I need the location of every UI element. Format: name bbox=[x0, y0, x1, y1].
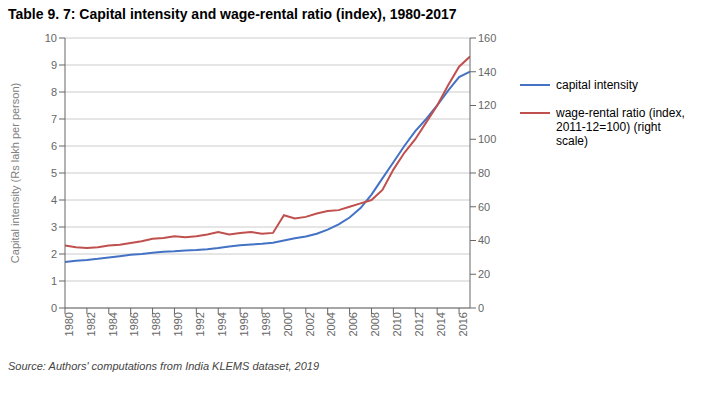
html-text:wage-rental ratio (index, 2011: wage-rental ratio (index, 2011-12=100) (… bbox=[556, 106, 685, 148]
svg-text:7: 7 bbox=[51, 113, 57, 125]
svg-text:2016: 2016 bbox=[457, 312, 469, 336]
svg-text:2012: 2012 bbox=[413, 312, 425, 336]
svg-text:10: 10 bbox=[45, 32, 57, 44]
svg-text:60: 60 bbox=[478, 201, 490, 213]
svg-text:0: 0 bbox=[478, 302, 484, 314]
svg-text:2014: 2014 bbox=[435, 312, 447, 336]
svg-text:140: 140 bbox=[478, 66, 496, 78]
svg-text:5: 5 bbox=[51, 167, 57, 179]
svg-text:20: 20 bbox=[478, 268, 490, 280]
svg-text:3: 3 bbox=[51, 221, 57, 233]
svg-text:2008: 2008 bbox=[369, 312, 381, 336]
svg-text:1990: 1990 bbox=[172, 312, 184, 336]
svg-text:1988: 1988 bbox=[150, 312, 162, 336]
svg-text:1986: 1986 bbox=[128, 312, 140, 336]
svg-text:1994: 1994 bbox=[216, 312, 228, 336]
html-text:capital intensity: capital intensity bbox=[556, 78, 638, 92]
svg-text:40: 40 bbox=[478, 234, 490, 246]
svg-text:4: 4 bbox=[51, 194, 57, 206]
svg-text:0: 0 bbox=[51, 302, 57, 314]
svg-text:8: 8 bbox=[51, 86, 57, 98]
svg-text:2010: 2010 bbox=[391, 312, 403, 336]
svg-text:1: 1 bbox=[51, 275, 57, 287]
svg-text:120: 120 bbox=[478, 99, 496, 111]
svg-text:Capital intensity (Rs lakh per: Capital intensity (Rs lakh per person) bbox=[9, 83, 21, 263]
svg-text:2000: 2000 bbox=[282, 312, 294, 336]
svg-text:1980: 1980 bbox=[63, 312, 75, 336]
html-text:Source: Authors' computations: Source: Authors' computations from India… bbox=[8, 360, 320, 372]
svg-text:100: 100 bbox=[478, 133, 496, 145]
svg-text:2002: 2002 bbox=[304, 312, 316, 336]
svg-text:80: 80 bbox=[478, 167, 490, 179]
svg-text:1996: 1996 bbox=[238, 312, 250, 336]
svg-text:1992: 1992 bbox=[194, 312, 206, 336]
svg-text:1982: 1982 bbox=[85, 312, 97, 336]
svg-text:1998: 1998 bbox=[260, 312, 272, 336]
svg-text:9: 9 bbox=[51, 59, 57, 71]
svg-text:160: 160 bbox=[478, 32, 496, 44]
svg-text:2006: 2006 bbox=[347, 312, 359, 336]
svg-text:2004: 2004 bbox=[326, 312, 338, 336]
svg-text:1984: 1984 bbox=[107, 312, 119, 336]
html-text:Table 9. 7: Capital intensity: Table 9. 7: Capital intensity and wage-r… bbox=[8, 6, 457, 22]
svg-text:2: 2 bbox=[51, 248, 57, 260]
svg-text:6: 6 bbox=[51, 140, 57, 152]
